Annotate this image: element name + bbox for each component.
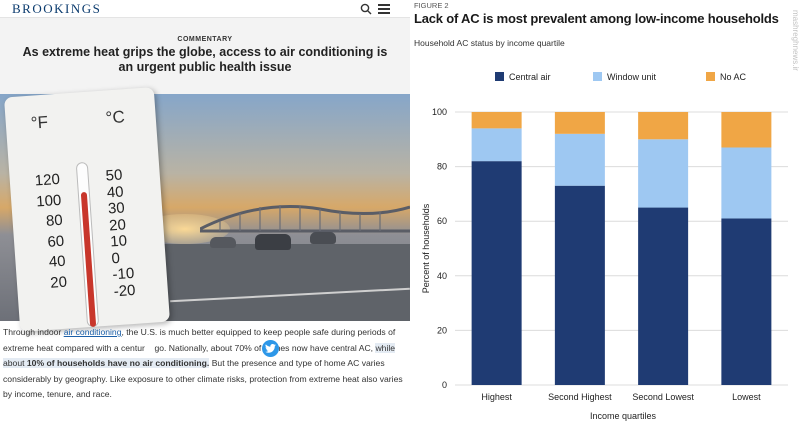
f-tick: 100 <box>35 191 62 210</box>
legend-label: No AC <box>720 72 747 82</box>
site-logo[interactable]: BROOKINGS <box>12 1 102 16</box>
bar-segment <box>638 139 689 208</box>
celsius-label: °C <box>104 107 126 128</box>
y-tick-label: 0 <box>442 380 447 390</box>
bar-segment <box>471 128 522 162</box>
fahrenheit-scale: 120 100 80 60 40 20 <box>19 170 68 294</box>
y-tick-label: 100 <box>432 107 447 117</box>
c-tick: -20 <box>113 281 137 300</box>
article-kicker: COMMENTARY <box>177 36 233 43</box>
bar-segment <box>471 161 522 385</box>
x-tick-label: Second Highest <box>548 392 612 402</box>
bar-segment <box>554 133 605 186</box>
chart-title: Lack of AC is most prevalent among low-i… <box>414 11 779 26</box>
paragraph-text: Through indoor <box>3 327 64 337</box>
y-tick-label: 40 <box>437 271 447 281</box>
article-headline: As extreme heat grips the globe, access … <box>22 45 388 74</box>
highlight-text: while about <box>3 342 396 369</box>
chart-subtitle: Household AC status by income quartile <box>414 38 565 48</box>
y-tick-label: 80 <box>437 162 447 172</box>
y-tick-label: 60 <box>437 216 447 226</box>
x-tick-label: Lowest <box>732 392 761 402</box>
x-axis-title: Income quartiles <box>590 411 657 421</box>
watermark: mashreghnews.ir <box>791 10 800 71</box>
stacked-bar-chart: Central air Window unit No AC 0 20 40 60 80 100 H… <box>421 72 788 421</box>
thermometer: °F °C 120 100 80 60 40 20 50 40 30 20 10… <box>3 87 171 332</box>
figure-panel: FIGURE 2 Lack of AC is most prevalent am… <box>410 0 800 423</box>
paragraph-text: , the U.S. is much better equipped to ke… <box>3 327 396 353</box>
article-panel: BROOKINGS COMMENTARY As extreme heat gri… <box>0 0 410 403</box>
menu-icon[interactable] <box>378 4 390 14</box>
f-tick: 120 <box>34 170 61 190</box>
figure-label: FIGURE 2 <box>414 1 449 10</box>
bar-segment <box>554 112 605 134</box>
celsius-scale: 50 40 30 20 10 0 -10 -20 <box>105 166 154 300</box>
twitter-share-button[interactable] <box>262 340 279 357</box>
f-tick: 20 <box>49 273 68 292</box>
bar-segment <box>721 147 772 219</box>
road <box>150 244 410 321</box>
site-header: BROOKINGS <box>0 0 410 18</box>
f-tick: 60 <box>46 232 65 251</box>
air-conditioning-link[interactable]: air conditioning <box>63 327 122 337</box>
bar-segment <box>554 185 605 385</box>
legend-swatch <box>706 72 715 81</box>
legend-label: Central air <box>509 72 551 82</box>
x-tick-label: Second Lowest <box>632 392 694 402</box>
fahrenheit-label: °F <box>30 112 49 133</box>
legend-swatch <box>593 72 602 81</box>
legend-label: Window unit <box>607 72 657 82</box>
y-tick-label: 20 <box>437 325 447 335</box>
car <box>310 232 336 244</box>
bar-segment <box>721 112 772 148</box>
highlight-text-bold: 10% of households have no air conditioni… <box>26 358 210 369</box>
article-paragraph: Through indoor air conditioning, the U.S… <box>3 325 408 403</box>
f-tick: 80 <box>45 211 64 230</box>
bar-segment <box>638 207 689 385</box>
bridge-silhouette <box>200 205 410 233</box>
legend-swatch <box>495 72 504 81</box>
f-tick: 40 <box>48 252 67 271</box>
car <box>210 237 236 248</box>
search-icon[interactable] <box>360 3 372 15</box>
y-axis-title: Percent of households <box>421 203 431 293</box>
headline-banner: COMMENTARY As extreme heat grips the glo… <box>0 18 410 94</box>
twitter-icon <box>265 344 276 353</box>
bar-segment <box>471 112 522 129</box>
x-tick-label: Highest <box>481 392 512 402</box>
bar-segment <box>721 218 772 385</box>
bar-segment <box>638 112 689 140</box>
paragraph-text: But the presence and type of home AC var… <box>3 358 403 400</box>
car <box>255 234 291 250</box>
